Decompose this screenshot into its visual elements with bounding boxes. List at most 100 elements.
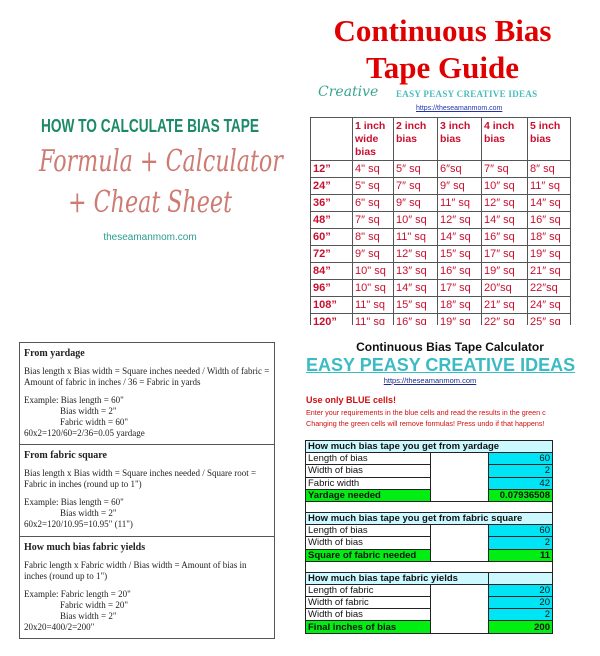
- guide-cell: 19″ sq: [481, 262, 528, 280]
- spacer-cell: [430, 524, 489, 562]
- guide-cell: 21″ sq: [527, 262, 571, 280]
- blank-cell: [305, 501, 553, 513]
- cover-script-line-1: Formula + Calculator: [39, 144, 283, 179]
- input-label: Width of bias: [305, 536, 431, 550]
- input-value-cell[interactable]: 2: [488, 608, 553, 622]
- input-row: Length of fabric 20: [305, 583, 553, 634]
- input-label: Fabric width: [305, 476, 431, 490]
- example-value: Bias width = 2": [60, 406, 117, 416]
- input-value-cell[interactable]: 20: [488, 596, 553, 610]
- formula-section: From yardage Bias length x Bias width = S…: [20, 343, 274, 445]
- guide-title: Continuous Bias Tape Guide: [300, 12, 585, 86]
- input-value-cell[interactable]: 2: [488, 536, 553, 550]
- guide-column-header: 5 inch bias: [527, 117, 571, 161]
- input-value-cell[interactable]: 60: [488, 452, 553, 466]
- input-value-cell[interactable]: 20: [488, 583, 553, 598]
- input-row: Fabric width 42: [305, 476, 553, 490]
- example-line: Fabric width = 20": [24, 600, 270, 611]
- result-value: 0.07936508: [488, 488, 553, 502]
- input-label: Length of fabric: [305, 583, 431, 598]
- guide-cell: 9″ sq: [437, 177, 482, 195]
- input-value-cell[interactable]: 2: [488, 464, 553, 478]
- guide-cell: 17″ sq: [481, 245, 528, 263]
- calculator-note-1: Enter your requirements in the blue cell…: [306, 408, 546, 417]
- guide-cell: 14″ sq: [437, 228, 482, 246]
- example-value: Bias width = 2": [60, 508, 117, 518]
- guide-cell: 16″ sq: [481, 228, 528, 246]
- guide-cell: 13″ sq: [393, 262, 438, 280]
- guide-cell: 11" sq: [393, 228, 438, 246]
- example-result: 60x2=120/60=2/36=0.05 yardage: [24, 428, 145, 438]
- guide-cell: 14″ sq: [481, 211, 528, 229]
- input-row: Width of fabric 20: [305, 596, 553, 610]
- guide-row-length: 72”: [310, 245, 353, 263]
- input-label: Width of fabric: [305, 596, 431, 610]
- section-header-row: How much bias tape you get from fabric s…: [305, 511, 553, 526]
- guide-cell: 18″ sq: [527, 228, 571, 246]
- guide-cell: 19″ sq: [527, 245, 571, 263]
- guide-cell: 6" sq: [352, 194, 394, 212]
- example-value: Bias length = 60": [60, 497, 124, 507]
- guide-cell: 19″ sq: [437, 313, 482, 325]
- guide-column-header: 4 inch bias: [481, 117, 528, 161]
- guide-cell: 24″ sq: [527, 296, 571, 314]
- calculator-table: How much bias tape you get from yardage L…: [305, 439, 553, 634]
- example-label: Example:: [24, 497, 59, 507]
- guide-row: 84” 10" sq 13″ sq 16″ sq 19″ sq 21″ sq: [310, 262, 571, 280]
- input-label: Length of bias: [305, 524, 431, 538]
- blank-row: [305, 501, 553, 513]
- input-label: Width of bias: [305, 464, 431, 478]
- guide-cell: 14″ sq: [527, 194, 571, 212]
- guide-row: 96” 10" sq 14″ sq 17″ sq 20″sq 22″sq: [310, 279, 571, 297]
- guide-row: 72” 9″ sq 12″ sq 15″ sq 17″ sq 19″ sq: [310, 245, 571, 263]
- input-label: Width of bias: [305, 608, 431, 622]
- input-value-cell[interactable]: 60: [488, 524, 553, 538]
- guide-cell: 10" sq: [352, 279, 394, 297]
- guide-cell: 7″ sq: [352, 211, 394, 229]
- formula-text: Bias length x Bias width = Square inches…: [24, 366, 270, 387]
- section-header-row: How much bias tape you get from yardage: [305, 439, 553, 454]
- guide-url-link[interactable]: https://theseamanmom.com: [416, 105, 503, 112]
- example-label: Example:: [24, 395, 59, 405]
- example-value: Bias length = 60": [60, 395, 124, 405]
- guide-row-length: 60”: [310, 228, 353, 246]
- calculator-url-link[interactable]: https://theseamanmom.com: [383, 376, 477, 385]
- formula-text: Bias length x Bias width = Square inches…: [24, 468, 257, 489]
- guide-row-length: 108”: [310, 296, 353, 314]
- input-value-cell[interactable]: 42: [488, 476, 553, 490]
- guide-cell: 5" sq: [352, 177, 394, 195]
- calculator-title: Continuous Bias Tape Calculator: [356, 340, 544, 354]
- formula-section: From fabric square Bias length x Bias wid…: [20, 445, 274, 537]
- guide-cell: 8″ sq: [527, 160, 571, 178]
- formula-example: Example: Fabric length = 20" Fabric width…: [24, 589, 270, 633]
- guide-cell: 16″ sq: [437, 262, 482, 280]
- guide-column-header: 3 inch bias: [437, 117, 482, 161]
- guide-cell: 5″ sq: [393, 160, 438, 178]
- section-header-row: How much bias tape fabric yields: [305, 571, 553, 585]
- guide-row-length: 120”: [310, 313, 353, 325]
- example-result: 60x2=120/10.95=10.95" (11"): [24, 519, 133, 529]
- input-row: Width of bias 2: [305, 536, 553, 550]
- section-header-blank: [488, 571, 553, 585]
- guide-cell: 15″ sq: [393, 296, 438, 314]
- example-line: Example: Fabric length = 20": [24, 589, 270, 600]
- guide-row: 120” 11" sq 16″ sq 19″ sq 22″ sq 25″ sq: [310, 313, 571, 325]
- spacer-cell: [430, 452, 489, 502]
- guide-cell: 11″ sq: [437, 194, 482, 212]
- example-line: Example: Bias length = 60": [24, 395, 270, 406]
- result-row: Yardage needed 0.07936508: [305, 488, 553, 502]
- guide-cell: 9″ sq: [393, 194, 438, 212]
- guide-row-length: 48”: [310, 211, 353, 229]
- guide-cell: 22″sq: [527, 279, 571, 297]
- guide-brand: EASY PEASY CREATIVE IDEAS: [396, 89, 538, 99]
- formula-title: How much bias fabric yields: [24, 542, 146, 553]
- calculator-brand-link[interactable]: EASY PEASY CREATIVE IDEAS: [306, 355, 576, 375]
- formula-text: Fabric length x Fabric width / Bias widt…: [24, 560, 247, 581]
- formula-example: Example: Bias length = 60" Bias width = 2…: [24, 497, 270, 530]
- guide-column-header: [310, 117, 353, 161]
- input-row: Width of bias 2: [305, 608, 553, 622]
- guide-row: 108” 11" sq 15″ sq 18″ sq 21″ sq 24″ sq: [310, 296, 571, 314]
- input-row: Width of bias 2: [305, 464, 553, 478]
- guide-cell: 9″ sq: [352, 245, 394, 263]
- guide-cell: 12″ sq: [393, 245, 438, 263]
